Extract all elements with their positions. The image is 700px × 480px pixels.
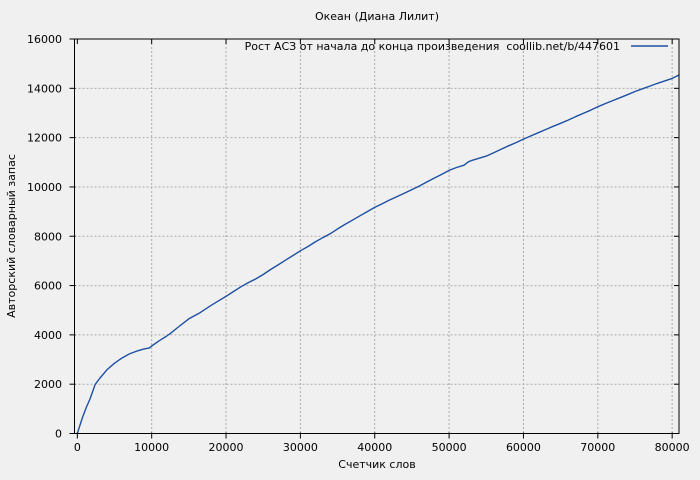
x-tick-label: 40000: [357, 441, 392, 454]
legend: Рост АСЗ от начала до конца произведения…: [245, 40, 668, 53]
y-tick-label: 14000: [27, 82, 62, 95]
series-layer: [76, 74, 680, 435]
plot-border: [74, 38, 680, 434]
y-tick-label: 6000: [34, 280, 62, 293]
x-tick-label: 0: [74, 441, 81, 454]
grid-layer: [74, 39, 679, 434]
x-axis-label: Счетчик слов: [338, 458, 415, 471]
y-tick-label: 4000: [34, 329, 62, 342]
x-tick-label: 10000: [134, 441, 169, 454]
x-tick-label: 50000: [432, 441, 467, 454]
y-tick-label: 0: [55, 428, 62, 441]
y-tick-label: 2000: [34, 378, 62, 391]
y-tick-label: 8000: [34, 230, 62, 243]
y-axis-label: Авторский словарный запас: [5, 154, 18, 318]
y-tick-label: 16000: [27, 33, 62, 46]
y-tick-label: 12000: [27, 132, 62, 145]
tick-layer: 0 10000 20000 30000 40000 50000 60000 70000 8000…: [27, 33, 690, 454]
series-line-vocabulary-growth: [76, 74, 680, 435]
x-tick-label: 60000: [506, 441, 541, 454]
x-tick-label: 80000: [655, 441, 690, 454]
legend-label: Рост АСЗ от начала до конца произведения…: [245, 40, 620, 53]
x-tick-label: 70000: [580, 441, 615, 454]
x-tick-label: 20000: [209, 441, 244, 454]
x-tick-label: 30000: [283, 441, 318, 454]
chart-title: Океан (Диана Лилит): [315, 10, 439, 23]
y-tick-label: 10000: [27, 181, 62, 194]
